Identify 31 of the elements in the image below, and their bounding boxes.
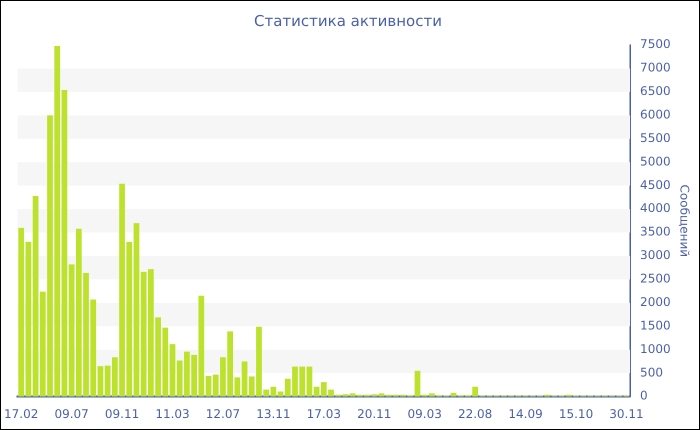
x-tick-label: 09.07 [54,406,89,421]
y-tick-label: 6500 [640,84,671,98]
y-tick-label: 1000 [640,342,671,356]
y-axis-title: Сообщений [678,184,692,258]
x-tick-label: 09.03 [408,406,442,421]
y-tick-label: 7500 [640,37,671,52]
y-tick-label: 4500 [640,178,671,192]
y-tick-label: 6000 [640,107,671,122]
x-tick-label: 15.10 [558,406,594,421]
x-tick-label: 30.11 [609,406,644,421]
y-tick-label: 1500 [640,318,671,332]
y-tick-label: 3500 [640,224,671,239]
y-tick-label: 7000 [640,60,671,75]
y-tick-label: 5500 [640,130,671,145]
y-tick-label: 2000 [640,294,671,309]
y-tick-label: 0 [640,388,648,403]
x-tick-label: 20.11 [357,406,392,421]
y-tick-label: 3000 [640,248,671,262]
x-tick-label: 17.03 [306,406,341,421]
x-tick-label: 12.07 [206,406,240,421]
x-tick-label: 17.02 [4,406,38,421]
y-tick-label: 5000 [640,154,671,168]
chart-title: Статистика активности [254,12,442,30]
x-tick-label: 22.08 [458,406,492,421]
y-tick-label: 500 [640,365,663,380]
x-tick-label: 09.11 [104,406,140,421]
x-tick-label: 13.11 [256,406,291,421]
y-tick-label: 4000 [640,201,671,216]
y-tick-label: 2500 [640,272,671,286]
x-tick-label: 14.09 [508,406,543,421]
x-tick-label: 11.03 [155,406,190,421]
